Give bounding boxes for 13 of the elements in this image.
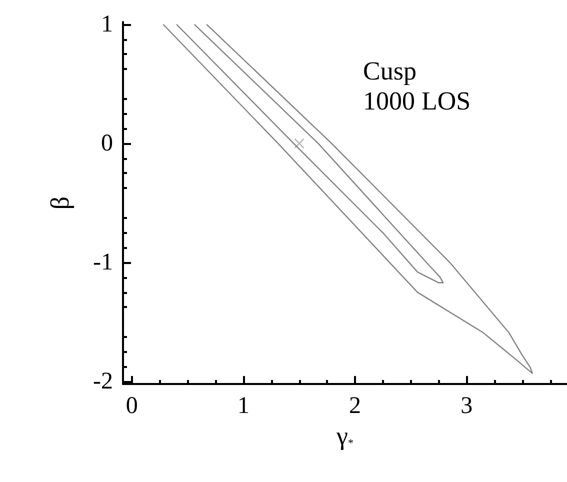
x-tick-label: 2 — [349, 393, 362, 419]
y-tick-label: 1 — [101, 11, 113, 38]
y-tick-label: 0 — [101, 130, 113, 156]
x-axis-title: γ* — [336, 421, 354, 450]
y-axis-title: β — [46, 196, 74, 210]
x-tick-label: 3 — [460, 393, 473, 419]
line-series — [162, 24, 534, 374]
x-tick-label: 0 — [126, 393, 138, 419]
y-tick-label: -2 — [93, 368, 113, 395]
annotation: Cusp — [363, 56, 416, 86]
annotation: 1000 LOS — [363, 86, 471, 116]
y-tick-label: -1 — [93, 250, 113, 276]
x-tick-label: 1 — [237, 393, 250, 419]
